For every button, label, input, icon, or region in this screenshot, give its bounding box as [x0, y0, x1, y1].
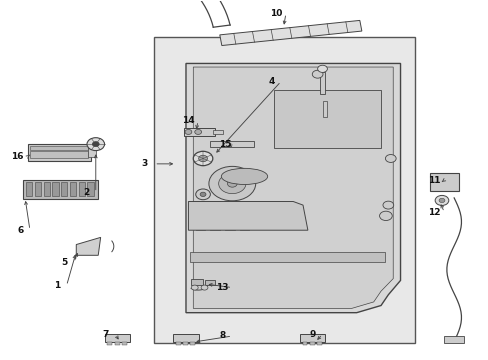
- Circle shape: [92, 141, 99, 147]
- Bar: [183, 128, 215, 136]
- Text: 11: 11: [427, 176, 440, 185]
- Bar: [444, 336, 463, 343]
- Bar: [43, 182, 50, 197]
- Bar: [190, 342, 195, 345]
- Bar: [317, 342, 322, 345]
- Circle shape: [379, 211, 391, 221]
- Text: 13: 13: [216, 283, 228, 292]
- Text: 3: 3: [141, 159, 147, 168]
- Circle shape: [317, 65, 327, 72]
- Text: 14: 14: [182, 116, 194, 125]
- Circle shape: [312, 70, 323, 78]
- Circle shape: [195, 189, 210, 200]
- Circle shape: [184, 130, 191, 134]
- Bar: [302, 342, 307, 345]
- Text: 10: 10: [269, 9, 282, 18]
- Circle shape: [227, 180, 237, 187]
- Text: 2: 2: [83, 188, 89, 197]
- Polygon shape: [188, 202, 307, 230]
- Bar: [195, 216, 205, 230]
- Circle shape: [434, 195, 448, 206]
- Circle shape: [208, 166, 255, 201]
- Bar: [189, 252, 384, 262]
- Circle shape: [198, 155, 207, 162]
- Bar: [175, 342, 180, 345]
- Bar: [239, 216, 249, 230]
- Text: 5: 5: [61, 258, 67, 267]
- Text: 9: 9: [309, 330, 315, 339]
- Bar: [205, 280, 215, 285]
- Bar: [309, 342, 314, 345]
- Circle shape: [438, 198, 444, 203]
- Text: 12: 12: [427, 208, 440, 217]
- Bar: [88, 148, 96, 157]
- Bar: [322, 101, 327, 117]
- Bar: [107, 342, 112, 345]
- Bar: [154, 37, 414, 343]
- Polygon shape: [76, 237, 101, 255]
- Bar: [30, 151, 88, 158]
- Bar: [27, 144, 91, 161]
- Bar: [122, 342, 127, 345]
- Bar: [173, 334, 198, 342]
- Bar: [79, 182, 85, 197]
- Text: 1: 1: [54, 281, 60, 290]
- Circle shape: [218, 174, 245, 194]
- Polygon shape: [219, 21, 361, 45]
- Bar: [87, 182, 94, 197]
- Bar: [105, 334, 130, 342]
- Bar: [61, 182, 67, 197]
- Bar: [26, 182, 32, 197]
- Bar: [224, 216, 234, 230]
- Polygon shape: [212, 130, 222, 134]
- Circle shape: [382, 201, 393, 209]
- Bar: [30, 146, 88, 150]
- Bar: [210, 216, 220, 230]
- Polygon shape: [185, 63, 400, 313]
- Circle shape: [87, 138, 104, 150]
- Bar: [300, 334, 325, 342]
- Text: 7: 7: [102, 330, 108, 339]
- Bar: [70, 182, 76, 197]
- Bar: [210, 140, 254, 147]
- Ellipse shape: [221, 168, 267, 184]
- Text: 4: 4: [267, 77, 274, 86]
- Text: 6: 6: [17, 226, 23, 235]
- Bar: [22, 180, 98, 199]
- Bar: [319, 72, 325, 94]
- Bar: [35, 182, 41, 197]
- Bar: [183, 342, 187, 345]
- Text: 16: 16: [12, 152, 24, 161]
- Text: 15: 15: [218, 140, 231, 149]
- Circle shape: [385, 154, 395, 162]
- Circle shape: [194, 130, 201, 134]
- Bar: [273, 90, 380, 148]
- Bar: [190, 279, 203, 285]
- Circle shape: [200, 192, 205, 197]
- Bar: [429, 173, 458, 191]
- Text: 8: 8: [219, 332, 225, 341]
- Circle shape: [193, 151, 212, 166]
- Bar: [115, 342, 120, 345]
- Bar: [52, 182, 59, 197]
- Polygon shape: [193, 67, 392, 309]
- Circle shape: [201, 285, 207, 290]
- Circle shape: [191, 285, 198, 290]
